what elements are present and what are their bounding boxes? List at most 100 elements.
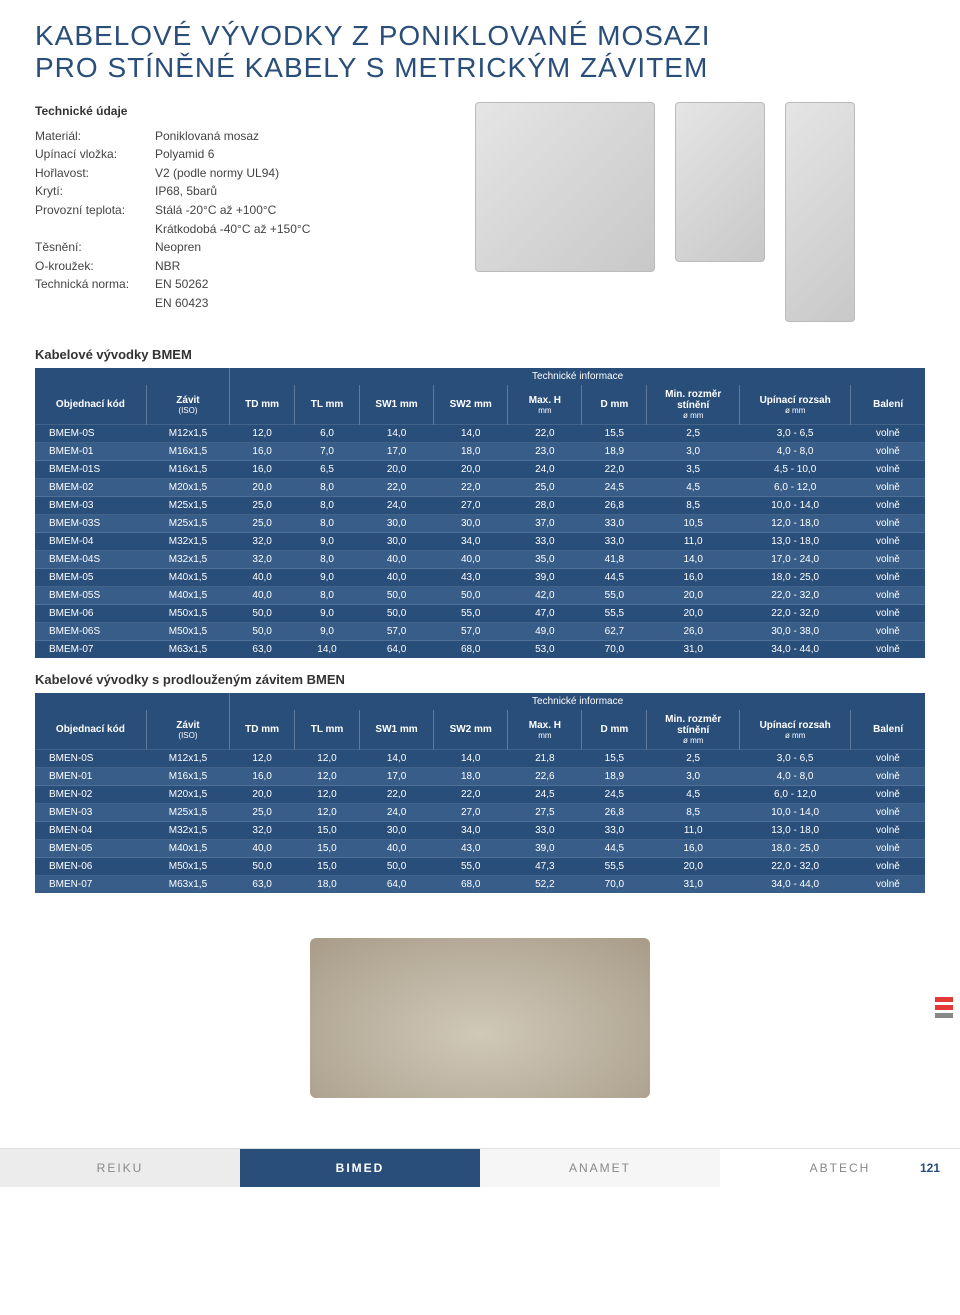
table-cell: 24,5	[582, 786, 647, 804]
table-cell: 32,0	[230, 533, 295, 551]
table-cell: BMEN-07	[35, 876, 146, 894]
column-header: Min. rozměr stíněníø mm	[647, 385, 740, 425]
product-render-a	[675, 102, 765, 262]
table-cell: BMEM-06	[35, 605, 146, 623]
table-row: BMEM-05SM40x1,540,08,050,050,042,055,020…	[35, 587, 925, 605]
column-header: SW1 mm	[359, 385, 433, 425]
table-cell: 15,0	[295, 858, 360, 876]
table-cell: volně	[851, 641, 925, 659]
spec-row: Krátkodobá -40°C až +150°C	[35, 220, 375, 239]
column-header: SW2 mm	[434, 385, 508, 425]
table-cell: 22,0	[508, 425, 582, 443]
spec-label: Technická norma:	[35, 275, 155, 294]
column-header: TL mm	[295, 385, 360, 425]
table-cell: 31,0	[647, 876, 740, 894]
table-cell: 55,0	[434, 605, 508, 623]
table-cell: M50x1,5	[146, 858, 229, 876]
table-cell: M12x1,5	[146, 425, 229, 443]
table-cell: 32,0	[230, 822, 295, 840]
table-cell: 15,0	[295, 840, 360, 858]
header-spacer	[35, 368, 230, 385]
table-cell: 9,0	[295, 605, 360, 623]
table-cell: 24,5	[582, 479, 647, 497]
table-row: BMEM-03M25x1,525,08,024,027,028,026,88,5…	[35, 497, 925, 515]
table-row: BMEN-03M25x1,525,012,024,027,027,526,88,…	[35, 804, 925, 822]
table-cell: 30,0 - 38,0	[740, 623, 851, 641]
table-row: BMEN-06M50x1,550,015,050,055,047,355,520…	[35, 858, 925, 876]
table-cell: 18,9	[582, 443, 647, 461]
table-cell: 34,0 - 44,0	[740, 876, 851, 894]
column-header: Objednací kód	[35, 710, 146, 750]
table-cell: 26,8	[582, 804, 647, 822]
spec-value: V2 (podle normy UL94)	[155, 164, 375, 183]
table-cell: 40,0	[359, 569, 433, 587]
table-cell: 12,0	[230, 425, 295, 443]
table-cell: 12,0	[230, 750, 295, 768]
page-title-block: KABELOVÉ VÝVODKY Z PONIKLOVANÉ MOSAZI PR…	[35, 20, 925, 84]
table-cell: 26,0	[647, 623, 740, 641]
table-cell: BMEN-0S	[35, 750, 146, 768]
table-cell: 9,0	[295, 623, 360, 641]
table-cell: BMEN-05	[35, 840, 146, 858]
table-cell: 25,0	[230, 515, 295, 533]
column-header: Balení	[851, 385, 925, 425]
tab-mark-3	[935, 1013, 953, 1018]
column-header: Objednací kód	[35, 385, 146, 425]
table-cell: 52,2	[508, 876, 582, 894]
column-header: TD mm	[230, 710, 295, 750]
table-cell: volně	[851, 804, 925, 822]
table-row: BMEM-04SM32x1,532,08,040,040,035,041,814…	[35, 551, 925, 569]
table-cell: 6,0 - 12,0	[740, 479, 851, 497]
product-imagery	[405, 102, 925, 322]
spec-row: O-kroužek:NBR	[35, 257, 375, 276]
table-cell: 16,0	[230, 461, 295, 479]
table-cell: 22,6	[508, 768, 582, 786]
spec-label: Upínací vložka:	[35, 145, 155, 164]
table-cell: 27,0	[434, 497, 508, 515]
spec-row: Krytí:IP68, 5barů	[35, 182, 375, 201]
table-cell: 3,0 - 6,5	[740, 750, 851, 768]
table-cell: 55,5	[582, 858, 647, 876]
table-cell: M40x1,5	[146, 840, 229, 858]
table-cell: 64,0	[359, 641, 433, 659]
table-cell: 3,0 - 6,5	[740, 425, 851, 443]
spec-label	[35, 294, 155, 313]
spec-label	[35, 220, 155, 239]
specs-heading: Technické údaje	[35, 102, 375, 121]
table-cell: 34,0	[434, 822, 508, 840]
column-header: TD mm	[230, 385, 295, 425]
header-spacer	[35, 693, 230, 710]
table-cell: 18,0	[295, 876, 360, 894]
footer-abtech-label: ABTECH	[810, 1161, 871, 1175]
spec-value: Stálá -20°C až +100°C	[155, 201, 375, 220]
column-header: SW1 mm	[359, 710, 433, 750]
table-cell: 33,0	[508, 533, 582, 551]
table-cell: 40,0	[230, 569, 295, 587]
table-cell: M25x1,5	[146, 497, 229, 515]
table-row: BMEM-06M50x1,550,09,050,055,047,055,520,…	[35, 605, 925, 623]
table-cell: M16x1,5	[146, 768, 229, 786]
table-cell: 12,0	[295, 804, 360, 822]
table-cell: 62,7	[582, 623, 647, 641]
table-cell: 12,0 - 18,0	[740, 515, 851, 533]
table-cell: 3,0	[647, 443, 740, 461]
spec-value: EN 60423	[155, 294, 375, 313]
spec-value: Krátkodobá -40°C až +150°C	[155, 220, 375, 239]
table-cell: 50,0	[359, 605, 433, 623]
table-cell: 2,5	[647, 425, 740, 443]
technical-diagram-image	[475, 102, 655, 272]
column-header: Min. rozměr stíněníø mm	[647, 710, 740, 750]
table-cell: 8,0	[295, 515, 360, 533]
table-cell: 24,0	[359, 497, 433, 515]
table-cell: 23,0	[508, 443, 582, 461]
spec-row: Materiál:Poniklovaná mosaz	[35, 127, 375, 146]
table-cell: 24,5	[508, 786, 582, 804]
table-cell: 40,0	[359, 840, 433, 858]
table-cell: 18,0 - 25,0	[740, 569, 851, 587]
table-cell: 49,0	[508, 623, 582, 641]
column-header: Upínací rozsahø mm	[740, 385, 851, 425]
table-cell: 15,5	[582, 425, 647, 443]
table-cell: 50,0	[359, 587, 433, 605]
spec-value: Polyamid 6	[155, 145, 375, 164]
table-cell: 68,0	[434, 641, 508, 659]
